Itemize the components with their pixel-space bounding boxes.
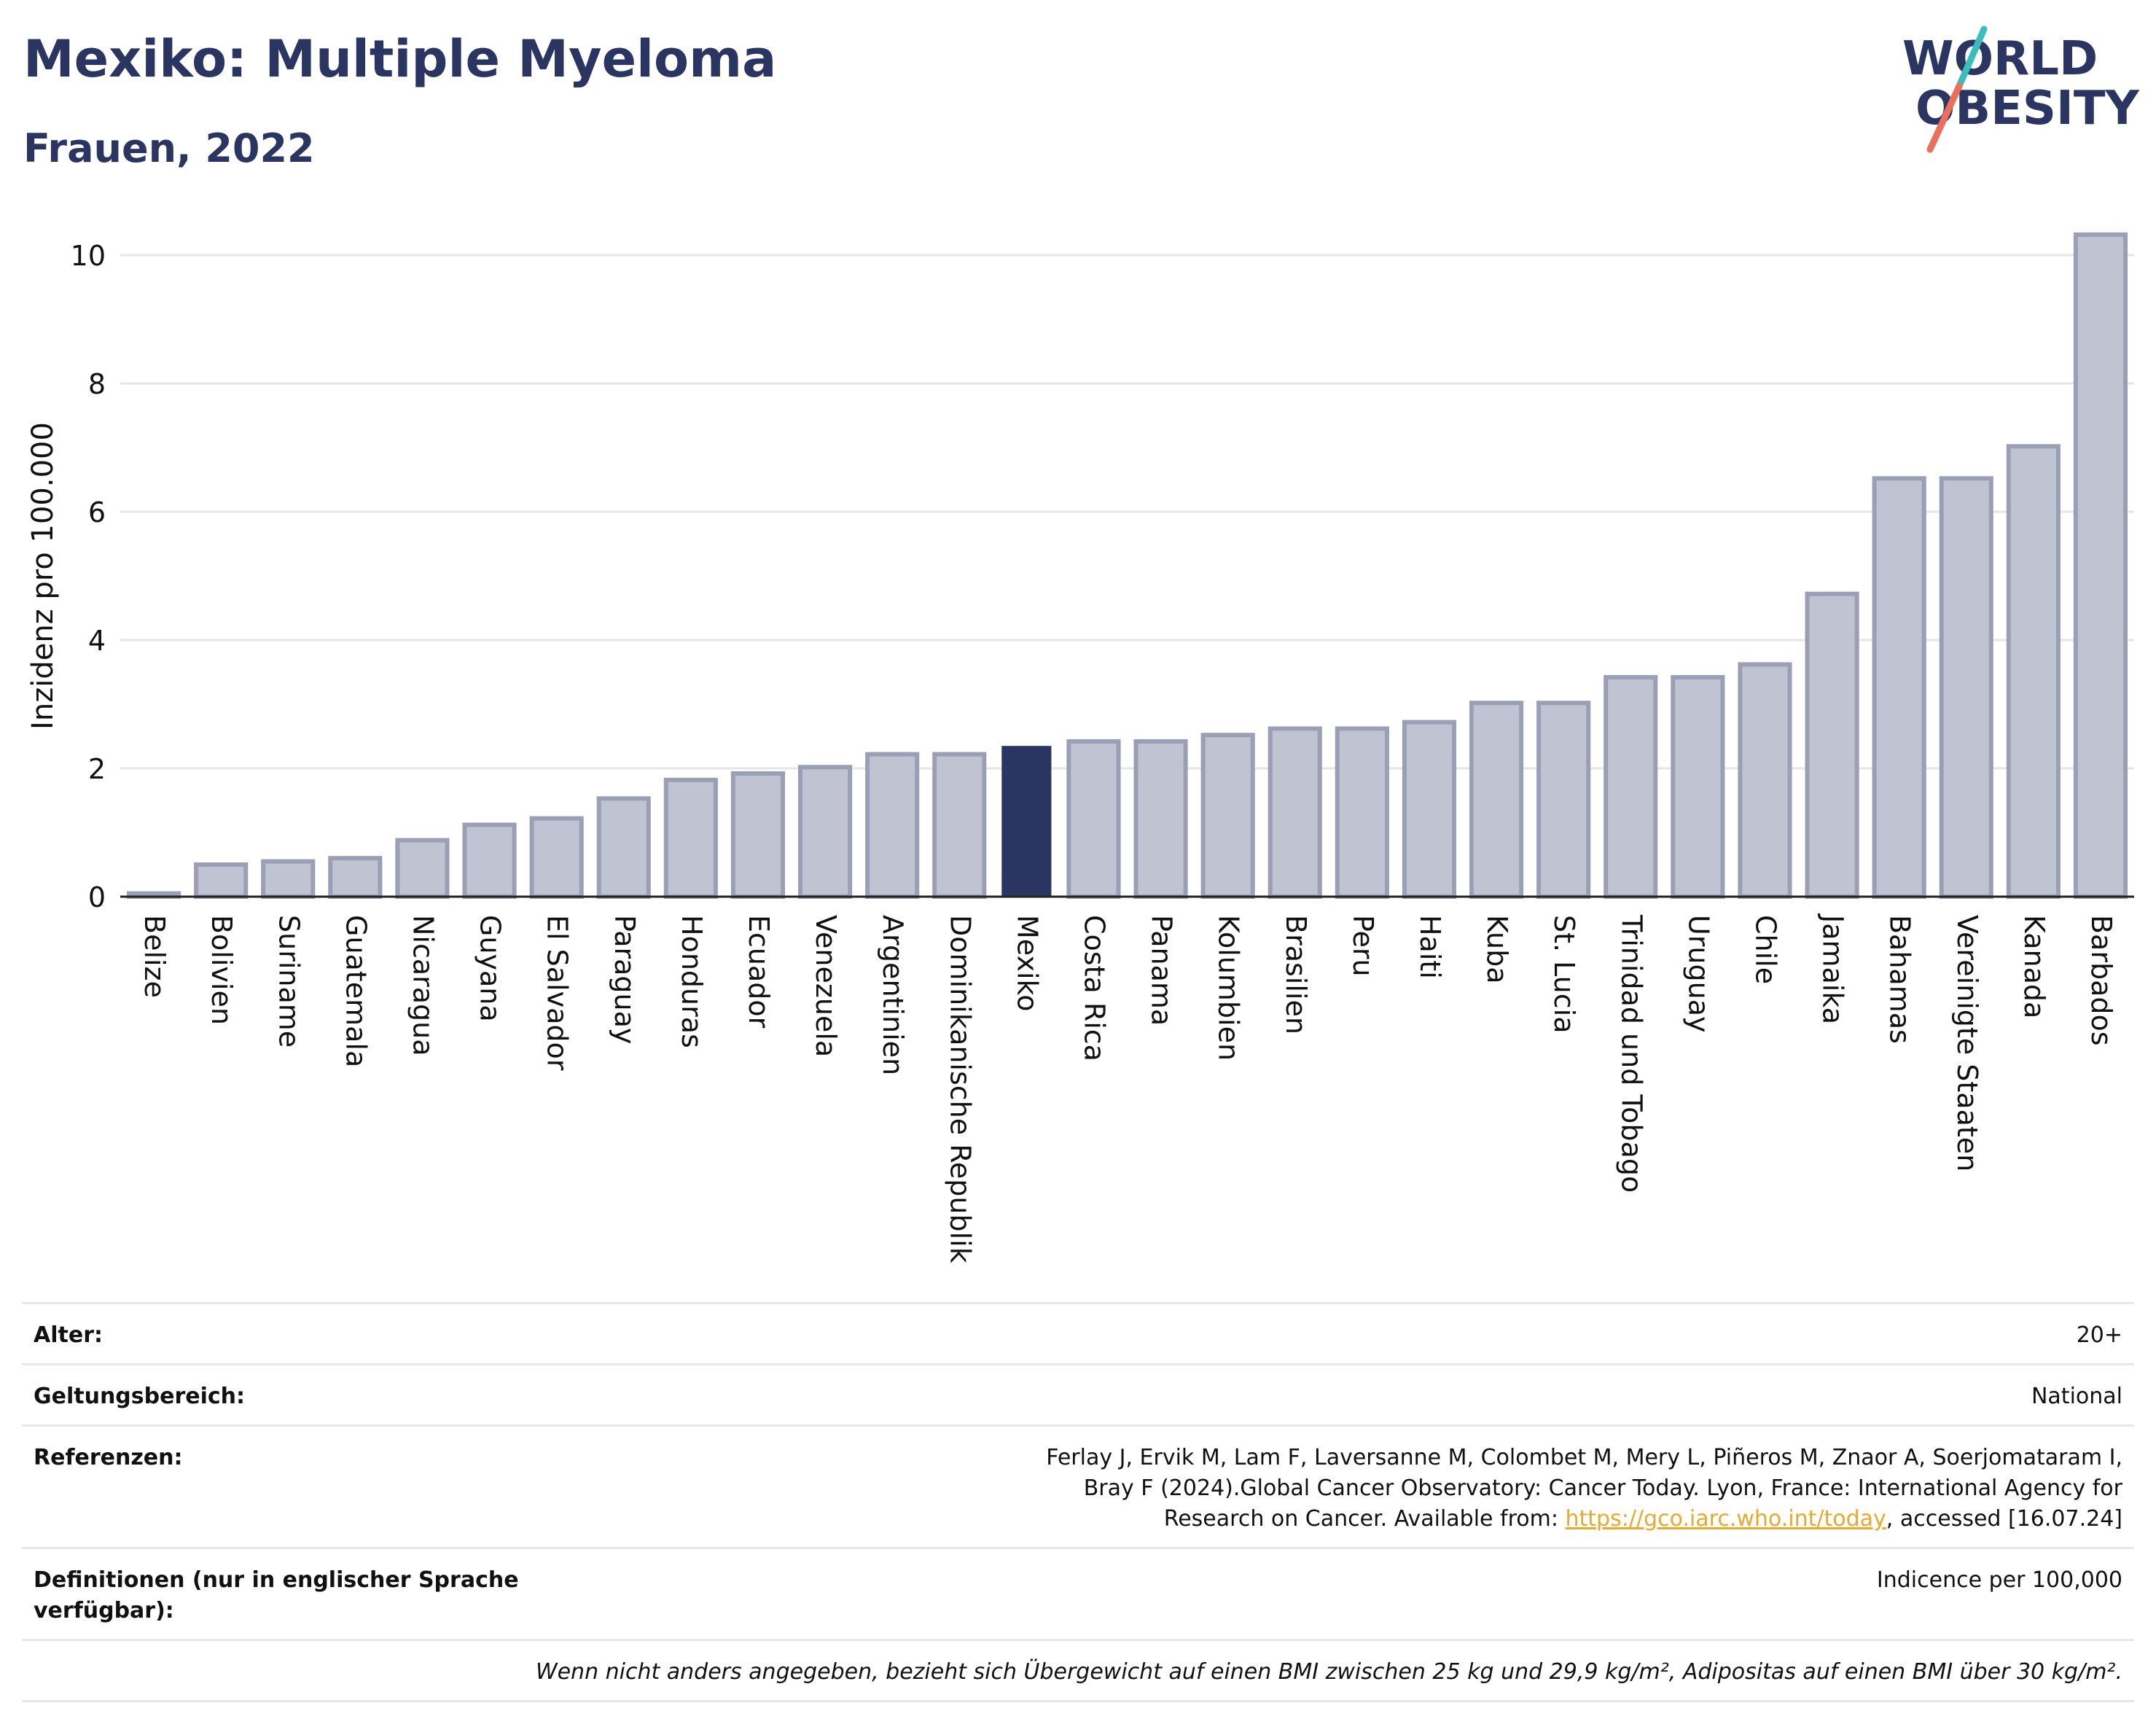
x-tick-label: Dominikanische Republik [944,915,976,1263]
x-tick-label: Bahamas [1884,915,1916,1044]
x-tick-label: Paraguay [609,915,641,1044]
info-label-definitions: Definitionen (nur in englischer Sprache … [34,1567,519,1623]
bar-argentinien [865,752,920,900]
bar-trinidad-und-tobago [1604,675,1658,899]
bar-suriname [261,859,316,899]
info-row-scope: Geltungsbereich: National [22,1363,2134,1424]
x-tick-label: Guyana [474,915,507,1022]
logo-slash-teal [1956,26,1988,90]
x-tick-label: El Salvador [542,915,574,1071]
logo-slash-coral [1926,82,1963,153]
x-tick-label: Guatemala [340,915,372,1067]
reference-accessed: , accessed [16.07.24] [1886,1506,2122,1532]
x-tick-label: Ecuador [743,915,775,1029]
x-tick-label: Uruguay [1682,915,1714,1033]
info-row-definitions: Definitionen (nur in englischer Sprache … [22,1547,2134,1639]
bar-honduras [663,777,718,900]
bar-ecuador [730,771,786,899]
bar-barbados [2073,232,2128,899]
bar-brasilien [1268,726,1322,899]
y-tick-label: 0 [88,881,106,913]
reference-link[interactable]: https://gco.iarc.who.int/today [1565,1506,1886,1532]
y-axis-ticks: 0 2 4 6 8 10 [71,240,106,913]
x-tick-label: Kanada [2018,915,2050,1018]
chart-title: Mexiko: Multiple Myeloma [23,29,777,89]
info-label-scope: Geltungsbereich: [34,1384,246,1409]
x-tick-label: Haiti [1414,915,1446,979]
x-tick-label: Peru [1347,915,1379,977]
x-tick-label: Kolumbien [1213,915,1245,1061]
info-value-definitions: Indicence per 100,000 [1876,1567,2122,1593]
info-label-age: Alter: [34,1322,103,1348]
bar-peru [1335,726,1389,899]
bar-bolivien [194,862,249,899]
logo-word-obesity: OBESITY [1915,82,2139,136]
logo-word-world: WORLD [1902,32,2098,86]
y-tick-label: 8 [88,368,106,400]
info-table: Alter: 20+ Geltungsbereich: National Ref… [22,1302,2134,1702]
x-tick-label: Nicaragua [407,915,439,1056]
bar-panama [1133,739,1188,899]
bar-costa-rica [1066,739,1121,899]
x-tick-label: Honduras [676,915,708,1048]
x-tick-label: Barbados [2085,915,2117,1046]
x-tick-label: St. Lucia [1548,915,1580,1034]
info-value-references: Ferlay J, Ervik M, Lam F, Laversanne M, … [544,1443,2122,1547]
gridlines [120,254,2134,770]
x-tick-label: Bolivien [206,915,238,1025]
y-tick-label: 6 [88,496,106,529]
bmi-note: Wenn nicht anders angegeben, bezieht sic… [535,1659,2122,1685]
info-label-references: Referenzen: [34,1445,183,1470]
x-tick-label: Venezuela [810,915,842,1057]
x-tick-label: Mexiko [1011,915,1043,1011]
x-tick-label: Suriname [273,915,305,1048]
x-tick-label: Jamaika [1817,913,1849,1024]
x-tick-label: Trinidad und Tobago [1615,914,1647,1193]
x-axis-ticks: Belize Bolivien Suriname Guatemala Nicaragua… [138,913,2117,1263]
info-value-age: 20+ [2076,1322,2122,1348]
info-row-age: Alter: 20+ [22,1302,2134,1363]
y-tick-label: 2 [88,753,106,785]
bar-mexiko [1001,746,1052,897]
bar-bahamas [1872,476,1926,899]
bar-vereinigte-staaten [1939,476,1993,899]
x-tick-label: Kuba [1481,915,1513,984]
bar-chart: 0 2 4 6 8 10 Belize Bolivien Suriname Guatemala N… [26,232,2134,1263]
world-obesity-logo: WORLD OBESITY [1902,26,2139,153]
x-tick-label: Brasilien [1280,915,1312,1034]
bar-venezuela [797,765,853,899]
bar-guatemala [328,856,383,900]
info-row-note: Wenn nicht anders angegeben, bezieht sic… [22,1639,2134,1700]
y-axis-label: Inzidenz pro 100.000 [26,422,60,730]
x-tick-label: Panama [1146,915,1178,1026]
bar-paraguay [596,796,651,899]
bar-nicaragua [395,838,450,899]
x-tick-label: Chile [1749,915,1781,984]
bar-el-salvador [529,816,584,900]
bar-haiti [1402,720,1457,900]
bar-dominikanische-republik [932,752,987,900]
y-tick-label: 4 [88,625,106,657]
x-tick-label: Belize [138,915,171,998]
bar-guyana [462,822,517,899]
bar-st-lucia [1536,701,1591,899]
info-value-scope: National [2031,1384,2122,1409]
bars [126,232,2128,900]
chart-subtitle: Frauen, 2022 [23,125,315,171]
bar-uruguay [1671,675,1725,899]
reference-text: Ferlay J, Ervik M, Lam F, Laversanne M, … [1046,1445,2122,1532]
x-tick-label: Costa Rica [1078,915,1110,1061]
y-tick-label: 10 [71,240,106,272]
x-tick-label: Vereinigte Staaten [1951,915,1983,1171]
info-bottom-rule [22,1700,2134,1702]
bar-kanada [2006,444,2061,899]
info-row-references: Referenzen: Ferlay J, Ervik M, Lam F, La… [22,1424,2134,1547]
bar-kuba [1469,701,1524,899]
x-tick-label: Argentinien [877,915,909,1075]
bar-jamaika [1805,591,1859,899]
bar-kolumbien [1200,733,1255,899]
bar-chile [1738,662,1792,899]
